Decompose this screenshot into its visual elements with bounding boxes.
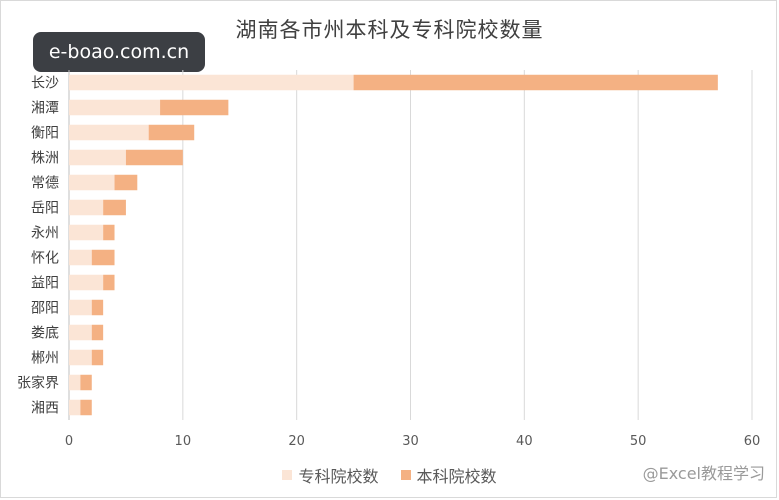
bars (69, 74, 718, 416)
x-tick-label: 30 (402, 434, 419, 449)
bar-series-1-1 (160, 99, 229, 116)
bar-series-0-4 (69, 174, 115, 191)
x-tick-label: 0 (65, 434, 73, 449)
bar-series-0-12 (69, 374, 81, 391)
category-label: 湘潭 (31, 100, 59, 117)
bar-series-1-4 (114, 174, 138, 191)
legend-item-series-0: 专科院校数 (282, 463, 379, 487)
legend-swatch-series-0 (282, 470, 293, 480)
category-label: 娄底 (31, 326, 59, 342)
watermark-badge: e-boao.com.cn (33, 32, 205, 72)
bar-series-0-6 (69, 224, 104, 241)
category-label: 岳阳 (31, 201, 59, 217)
category-label: 益阳 (31, 276, 59, 292)
legend-label-series-0: 专科院校数 (298, 467, 379, 486)
category-label: 长沙 (31, 76, 59, 92)
x-tick-label: 60 (744, 434, 761, 449)
x-tick-label: 20 (288, 434, 305, 449)
legend-swatch-series-1 (400, 470, 411, 480)
x-tick-label: 50 (630, 434, 647, 449)
bar-series-0-8 (69, 274, 104, 291)
category-label: 株洲 (31, 151, 59, 167)
bar-series-0-7 (69, 249, 92, 266)
bar-series-1-9 (91, 299, 104, 316)
category-label: 张家界 (17, 375, 59, 392)
category-label: 郴州 (31, 351, 59, 367)
bar-series-1-0 (353, 74, 718, 91)
bar-series-0-1 (69, 99, 161, 116)
bar-series-0-0 (69, 74, 354, 91)
bar-series-1-7 (91, 249, 115, 266)
bar-series-0-5 (69, 199, 104, 216)
bar-series-0-3 (69, 149, 126, 166)
category-label: 湘西 (31, 401, 59, 417)
category-label: 邵阳 (31, 301, 59, 317)
bar-series-1-13 (80, 399, 92, 416)
bar-series-1-8 (103, 274, 115, 291)
brand-watermark: @Excel教程学习 (642, 464, 765, 483)
category-label: 怀化 (31, 251, 59, 267)
chart-title: 湖南各市州本科及专科院校数量 (235, 18, 544, 42)
bar-series-1-3 (125, 149, 183, 166)
bar-series-0-11 (69, 349, 92, 366)
x-tick-labels: 0 10 20 30 40 50 60 (65, 434, 760, 449)
bar-series-1-2 (148, 124, 195, 141)
bar-series-0-13 (69, 399, 81, 416)
legend: 专科院校数 本科院校数 (0, 463, 779, 487)
bar-series-1-6 (103, 224, 115, 241)
legend-item-series-1: 本科院校数 (400, 463, 497, 487)
x-tick-label: 40 (516, 434, 533, 449)
bar-series-0-10 (69, 324, 92, 341)
bar-series-1-11 (91, 349, 104, 366)
bar-series-1-10 (91, 324, 104, 341)
category-label: 衡阳 (31, 126, 59, 142)
bar-series-0-9 (69, 299, 92, 316)
x-tick-label: 10 (175, 434, 192, 449)
category-label: 常德 (31, 176, 59, 192)
bar-series-1-5 (103, 199, 126, 216)
category-label: 永州 (31, 226, 59, 242)
gridlines (68, 70, 753, 420)
bar-series-0-2 (69, 124, 149, 141)
bar-series-1-12 (80, 374, 92, 391)
legend-label-series-1: 本科院校数 (416, 467, 497, 486)
